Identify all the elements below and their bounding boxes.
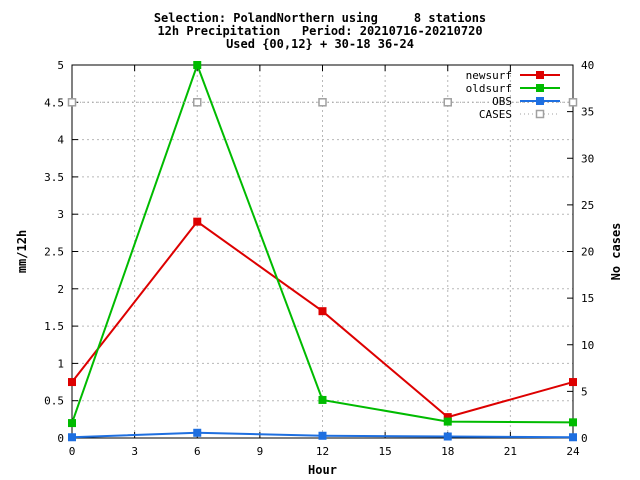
data-point-obs [443,432,452,441]
legend-label-newsurf: newsurf [466,69,512,82]
x-tick-label: 6 [194,445,201,458]
y2-tick-label: 40 [581,59,594,72]
x-tick-label: 0 [69,445,76,458]
data-point-oldsurf [193,61,202,69]
data-point-oldsurf [318,395,327,404]
legend-label-oldsurf: oldsurf [466,82,512,95]
x-tick-label: 15 [379,445,392,458]
data-point-newsurf [318,307,327,316]
y-tick-label: 2 [57,283,64,296]
x-tick-label: 18 [441,445,454,458]
data-point-obs [193,428,202,437]
y2-tick-label: 5 [581,385,588,398]
data-point-cases [193,98,202,107]
x-tick-label: 24 [566,445,580,458]
legend-marker-obs [536,97,544,105]
y2-axis-title: No cases [609,223,623,281]
legend-marker-newsurf [536,71,544,79]
legend-marker-oldsurf [536,84,544,92]
data-point-newsurf [68,378,76,387]
chart-title-line-1: Selection: PolandNorthern using 8 statio… [153,11,487,25]
y-tick-label: 4 [57,134,64,147]
data-point-cases [568,98,578,107]
data-point-obs [318,431,327,440]
y2-tick-label: 10 [581,339,594,352]
data-point-oldsurf [569,418,577,427]
y-tick-label: 3.5 [44,171,64,184]
y2-tick-label: 15 [581,292,594,305]
x-axis-title: Hour [308,463,337,477]
data-point-cases [318,98,327,107]
data-point-oldsurf [68,419,76,428]
x-tick-label: 9 [257,445,264,458]
data-point-cases [67,98,77,107]
y-axis-title: mm/12h [15,230,29,273]
data-point-oldsurf [443,417,452,426]
x-tick-label: 3 [131,445,138,458]
y2-tick-label: 0 [581,432,588,445]
y-tick-label: 5 [57,59,64,72]
chart-title-line-2: 12h Precipitation Period: 20210716-20210… [157,24,483,38]
data-point-cases [443,98,452,107]
y-tick-label: 3 [57,208,64,221]
y-tick-label: 1 [57,357,64,370]
y-tick-label: 0.5 [44,395,64,408]
y2-tick-label: 20 [581,246,594,259]
legend-label-cases: CASES [479,108,512,121]
y-tick-label: 2.5 [44,246,64,259]
y-tick-label: 0 [57,432,64,445]
chart-title-line-3: Used {00,12} + 30-18 36-24 [226,37,414,51]
data-point-obs [68,433,76,442]
y2-tick-label: 30 [581,152,594,165]
x-tick-label: 21 [504,445,517,458]
x-tick-label: 12 [316,445,329,458]
legend-label-obs: OBS [492,95,512,108]
data-point-obs [569,433,577,442]
legend-marker-cases [535,109,545,119]
y-tick-label: 4.5 [44,96,64,109]
y2-tick-label: 25 [581,199,594,212]
data-point-newsurf [569,378,577,387]
data-point-newsurf [193,217,202,226]
y2-tick-label: 35 [581,106,594,119]
y-tick-label: 1.5 [44,320,64,333]
